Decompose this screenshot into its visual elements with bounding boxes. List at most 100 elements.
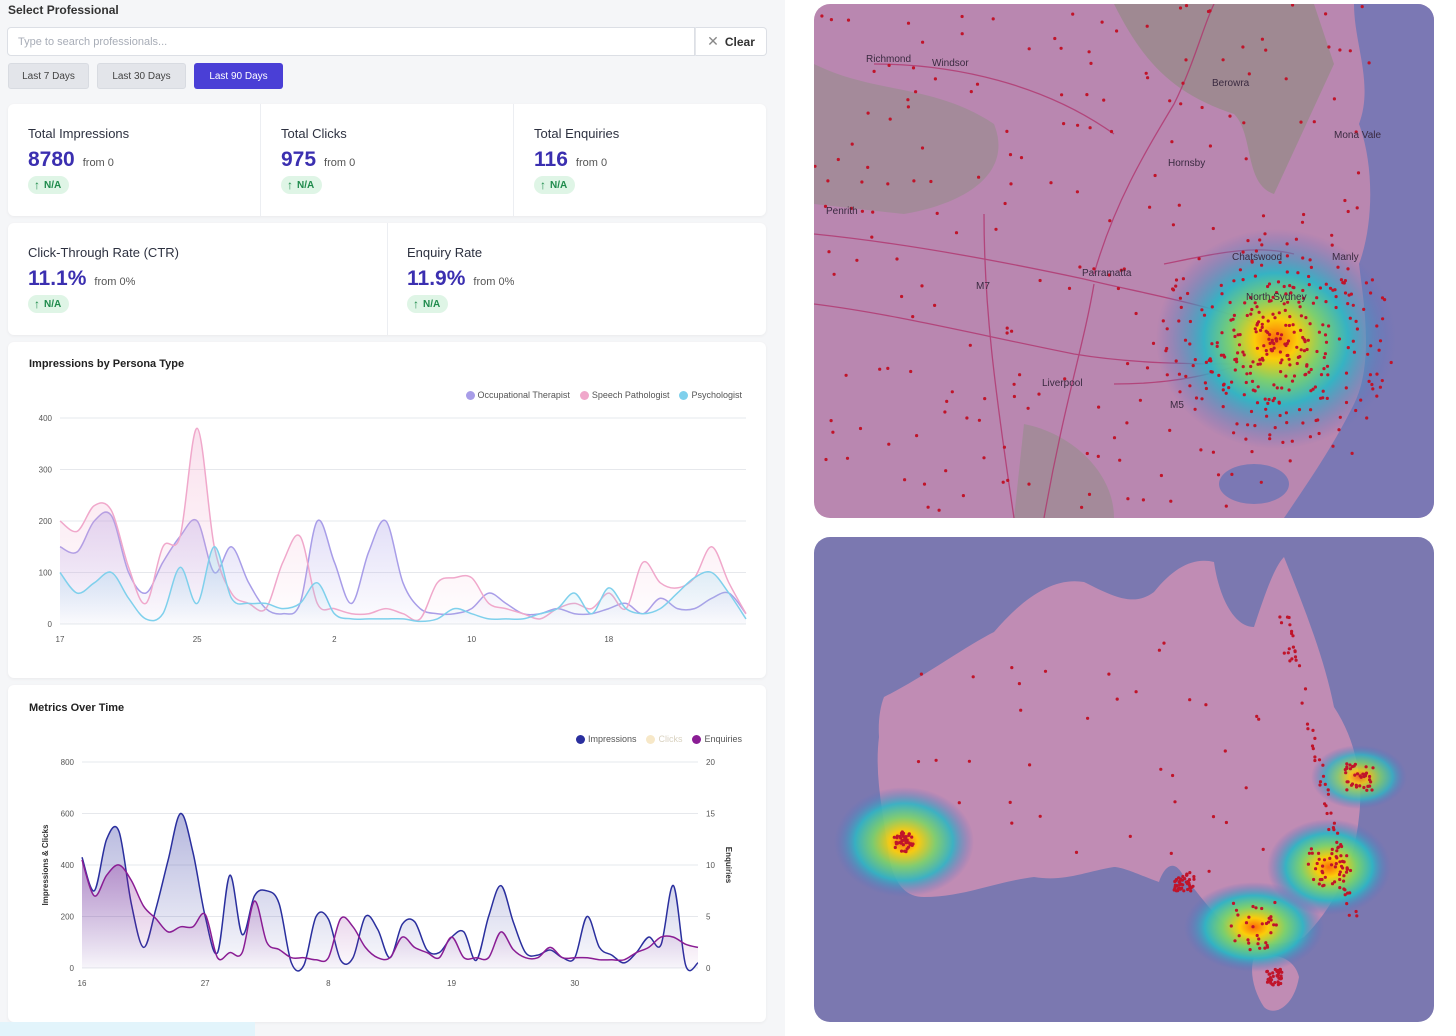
location-dot [1188, 342, 1192, 346]
location-dot [1253, 301, 1257, 305]
location-dot [1270, 340, 1274, 344]
legend-item[interactable]: Speech Pathologist [579, 390, 669, 400]
location-dot [1157, 648, 1161, 652]
location-dot [1219, 283, 1223, 287]
location-dot [1038, 814, 1042, 818]
location-dot [903, 849, 907, 853]
location-dot [1250, 260, 1254, 264]
location-dot [1279, 370, 1283, 374]
range-last-30-days[interactable]: Last 30 Days [97, 63, 186, 89]
location-dot [1118, 458, 1122, 462]
location-dot [1250, 379, 1255, 383]
y-tick-label: 400 [61, 861, 75, 870]
location-dot [1254, 249, 1258, 253]
location-dot [1355, 327, 1359, 331]
location-dot [814, 164, 817, 168]
location-dot [1342, 860, 1346, 864]
location-dot [1324, 12, 1328, 16]
location-dot [1177, 203, 1181, 207]
location-dot [895, 257, 899, 261]
search-box[interactable] [7, 27, 695, 56]
mainland [877, 557, 1361, 944]
location-dot [1300, 220, 1305, 224]
location-dot [1366, 784, 1370, 788]
location-dot [1285, 242, 1289, 246]
stat-label: Total Enquiries [534, 126, 620, 141]
location-points [814, 4, 1393, 512]
australia-heatmap[interactable] [814, 537, 1434, 1022]
search-input[interactable] [8, 28, 694, 55]
legend-item[interactable]: Enquiries [692, 734, 742, 744]
location-dot [1337, 872, 1342, 877]
stat-from: from 0% [473, 276, 515, 288]
location-dot [1306, 862, 1310, 866]
location-dot [1276, 974, 1280, 978]
location-dot [944, 469, 948, 473]
location-dot [1126, 497, 1130, 501]
location-dot [935, 211, 939, 215]
location-dot [1290, 657, 1294, 661]
legend-swatch [579, 390, 589, 400]
location-dot [1128, 834, 1132, 838]
location-dot [1338, 886, 1342, 890]
range-last-90-days[interactable]: Last 90 Days [194, 63, 283, 89]
location-dot [1193, 358, 1197, 362]
location-dot [1326, 788, 1330, 792]
location-dot [1174, 278, 1179, 282]
clear-button[interactable]: ✕ Clear [695, 27, 767, 56]
location-dot [1345, 902, 1349, 906]
location-dot [1381, 317, 1385, 321]
legend-item[interactable]: Impressions [575, 734, 636, 744]
location-dot [1119, 268, 1123, 272]
location-dot [1181, 81, 1185, 85]
legend-item[interactable]: Clicks [646, 734, 682, 744]
location-dot [1277, 976, 1281, 980]
location-dot [1334, 295, 1338, 299]
clear-label: Clear [724, 34, 755, 49]
location-dot [1351, 303, 1355, 307]
location-dot [1188, 885, 1192, 889]
series-line [59, 427, 747, 622]
y2-tick-label: 5 [706, 913, 711, 922]
legend-item[interactable]: Psychologist [679, 390, 742, 400]
location-dot [1285, 615, 1290, 619]
location-dot [933, 77, 937, 81]
legend-label: Psychologist [691, 390, 742, 400]
sydney-heatmap[interactable]: Richmond Windsor Hornsby Penrith Parrama… [814, 4, 1434, 518]
location-dot [1263, 946, 1267, 950]
location-dot [1355, 914, 1359, 918]
x-tick-label: 16 [78, 979, 87, 988]
location-dot [922, 482, 927, 486]
legend-item[interactable]: Occupational Therapist [465, 390, 570, 400]
location-dot [1230, 472, 1234, 476]
location-dot [1086, 716, 1090, 720]
location-dot [1375, 394, 1379, 398]
location-dot [1370, 278, 1374, 282]
location-dot [1088, 126, 1092, 130]
location-dot [1329, 811, 1333, 815]
location-dot [1171, 223, 1175, 227]
location-dot [1179, 305, 1183, 309]
location-dot [1255, 346, 1259, 350]
location-dot [954, 231, 959, 235]
location-dot [926, 505, 930, 509]
location-dot [1288, 459, 1292, 463]
y-tick-label: 600 [61, 810, 75, 819]
location-dot [1261, 315, 1265, 319]
location-dot [1313, 736, 1317, 740]
chart-legend: Impressions Clicks Enquiries [575, 734, 742, 744]
location-dot [1284, 411, 1288, 415]
australia-map-svg [814, 537, 1434, 1022]
location-dot [1359, 398, 1363, 402]
map-label: M5 [1170, 400, 1184, 411]
location-dot [1264, 407, 1268, 411]
change-text: N/A [44, 298, 62, 310]
location-dot [1171, 773, 1175, 778]
arrow-up-icon: ↑ [540, 178, 546, 192]
range-last-7-days[interactable]: Last 7 Days [8, 63, 89, 89]
location-dot [1318, 286, 1322, 290]
stat-value: 11.1% [28, 267, 87, 290]
location-dot [1074, 850, 1079, 854]
location-dot [915, 434, 919, 438]
location-dot [831, 430, 835, 434]
